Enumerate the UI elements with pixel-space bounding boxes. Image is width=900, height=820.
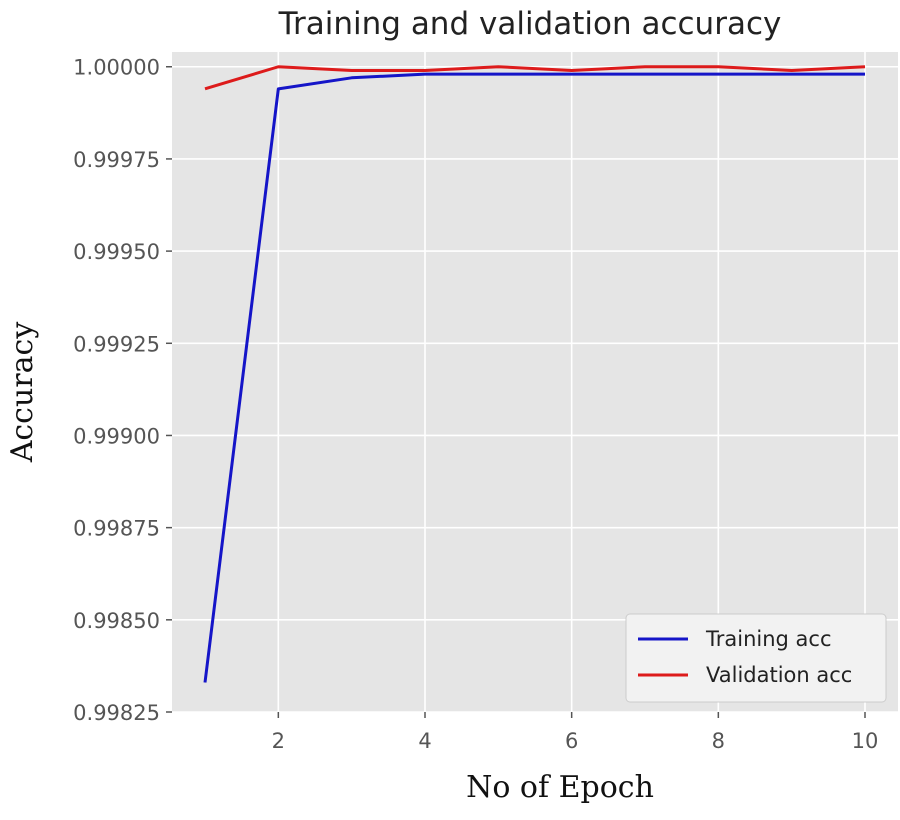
series-line-training-acc: [203, 72, 865, 683]
x-axis-label: No of Epoch: [466, 770, 654, 805]
legend-box: [625, 613, 887, 703]
legend-label-validation-acc: Validation acc: [706, 663, 852, 687]
y-tick-label: 0.99850: [73, 609, 160, 633]
y-axis-ticks: 0.99825 0.99850 0.99875 0.99900 0.99925 0.999…: [73, 56, 172, 725]
y-tick-label: 0.99925: [73, 332, 160, 356]
plot-area: [172, 52, 898, 712]
y-axis-label: Accuracy: [5, 322, 40, 464]
y-tick-label: 1.00000: [73, 56, 160, 80]
series-lines: [203, 65, 866, 683]
x-tick-label: 10: [852, 729, 879, 753]
legend-label-training-acc: Training acc: [705, 627, 832, 651]
series-line-validation-acc: [204, 65, 866, 91]
x-tick-label: 8: [712, 729, 725, 753]
x-tick-label: 6: [565, 729, 578, 753]
grid-lines: [172, 52, 898, 713]
x-tick-label: 4: [418, 729, 431, 753]
y-tick-label: 0.99950: [73, 240, 160, 264]
y-tick-label: 0.99900: [73, 424, 160, 448]
x-axis-ticks: 2 4 6 8 10: [272, 712, 879, 753]
legend: Training acc Validation acc: [625, 613, 887, 703]
y-tick-label: 0.99875: [73, 517, 160, 541]
y-tick-label: 0.99825: [73, 701, 160, 725]
x-tick-label: 2: [272, 729, 285, 753]
y-tick-label: 0.99975: [73, 148, 160, 172]
chart-title: Training and validation accuracy: [278, 6, 782, 42]
